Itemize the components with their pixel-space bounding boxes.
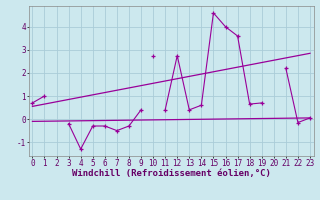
X-axis label: Windchill (Refroidissement éolien,°C): Windchill (Refroidissement éolien,°C) [72,169,271,178]
